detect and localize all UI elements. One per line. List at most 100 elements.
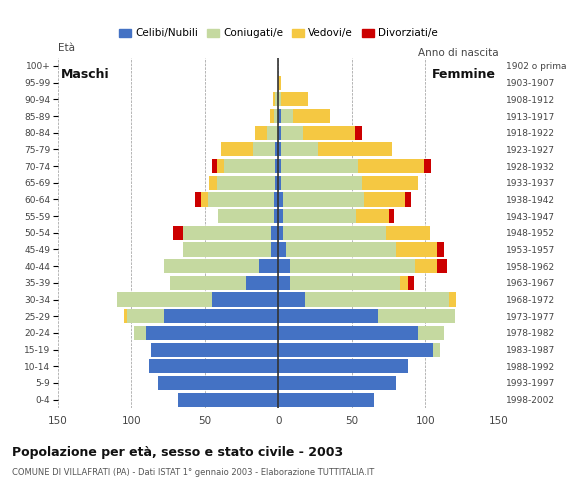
Bar [283, 209, 356, 223]
Bar [408, 276, 414, 290]
Bar [386, 226, 430, 240]
Text: Femmine: Femmine [432, 68, 496, 81]
Bar [290, 276, 400, 290]
Bar [283, 226, 386, 240]
Bar [449, 292, 456, 307]
Bar [278, 259, 290, 273]
Bar [278, 109, 281, 123]
Bar [418, 326, 444, 340]
Bar [358, 159, 424, 173]
Bar [173, 226, 183, 240]
Bar [274, 192, 278, 206]
Text: COMUNE DI VILLAFRATI (PA) - Dati ISTAT 1° gennaio 2003 - Elaborazione TUTTITALIA: COMUNE DI VILLAFRATI (PA) - Dati ISTAT 1… [12, 468, 374, 477]
Bar [278, 292, 305, 307]
Bar [224, 159, 276, 173]
Bar [267, 126, 278, 140]
Legend: Celibi/Nubili, Coniugati/e, Vedovi/e, Divorziati/e: Celibi/Nubili, Coniugati/e, Vedovi/e, Di… [115, 24, 442, 43]
Bar [281, 176, 362, 190]
Bar [278, 276, 290, 290]
Bar [276, 159, 278, 173]
Bar [278, 75, 281, 90]
Bar [283, 192, 364, 206]
Bar [170, 276, 246, 290]
Bar [278, 176, 281, 190]
Bar [281, 159, 358, 173]
Bar [278, 309, 378, 324]
Bar [158, 376, 278, 390]
Bar [209, 176, 217, 190]
Bar [271, 226, 278, 240]
Bar [217, 159, 224, 173]
Bar [164, 259, 259, 273]
Bar [364, 192, 405, 206]
Bar [362, 176, 418, 190]
Bar [303, 126, 355, 140]
Bar [221, 142, 253, 156]
Bar [396, 242, 437, 257]
Bar [305, 292, 449, 307]
Bar [278, 376, 396, 390]
Bar [124, 309, 127, 324]
Bar [290, 259, 415, 273]
Bar [433, 343, 440, 357]
Bar [278, 242, 286, 257]
Bar [276, 176, 278, 190]
Bar [253, 142, 276, 156]
Bar [278, 359, 408, 373]
Bar [281, 109, 293, 123]
Text: Maschi: Maschi [61, 68, 110, 81]
Text: Anno di nascita: Anno di nascita [418, 48, 499, 58]
Bar [293, 109, 330, 123]
Bar [278, 326, 418, 340]
Bar [278, 126, 281, 140]
Bar [274, 209, 278, 223]
Bar [318, 142, 392, 156]
Bar [146, 326, 278, 340]
Bar [276, 142, 278, 156]
Bar [212, 292, 278, 307]
Bar [278, 142, 281, 156]
Text: Popolazione per età, sesso e stato civile - 2003: Popolazione per età, sesso e stato civil… [12, 446, 343, 459]
Bar [415, 259, 437, 273]
Bar [356, 209, 389, 223]
Text: Età: Età [58, 43, 75, 53]
Bar [405, 192, 411, 206]
Bar [273, 92, 275, 107]
Bar [437, 259, 447, 273]
Bar [270, 109, 274, 123]
Bar [208, 192, 274, 206]
Bar [424, 159, 431, 173]
Bar [278, 192, 283, 206]
Bar [278, 343, 433, 357]
Bar [201, 192, 208, 206]
Bar [135, 326, 146, 340]
Bar [278, 159, 281, 173]
Bar [278, 393, 374, 407]
Bar [255, 126, 267, 140]
Bar [281, 142, 318, 156]
Bar [218, 209, 274, 223]
Bar [183, 226, 271, 240]
Bar [179, 393, 278, 407]
Bar [195, 192, 201, 206]
Bar [164, 309, 278, 324]
Bar [286, 242, 396, 257]
Bar [378, 309, 455, 324]
Bar [281, 126, 303, 140]
Bar [274, 109, 278, 123]
Bar [437, 242, 444, 257]
Bar [281, 92, 308, 107]
Bar [278, 209, 283, 223]
Bar [271, 242, 278, 257]
Bar [246, 276, 278, 290]
Bar [259, 259, 278, 273]
Bar [278, 92, 281, 107]
Bar [400, 276, 408, 290]
Bar [127, 309, 164, 324]
Bar [183, 242, 271, 257]
Bar [276, 92, 278, 107]
Bar [389, 209, 394, 223]
Bar [151, 343, 278, 357]
Bar [278, 226, 283, 240]
Bar [217, 176, 276, 190]
